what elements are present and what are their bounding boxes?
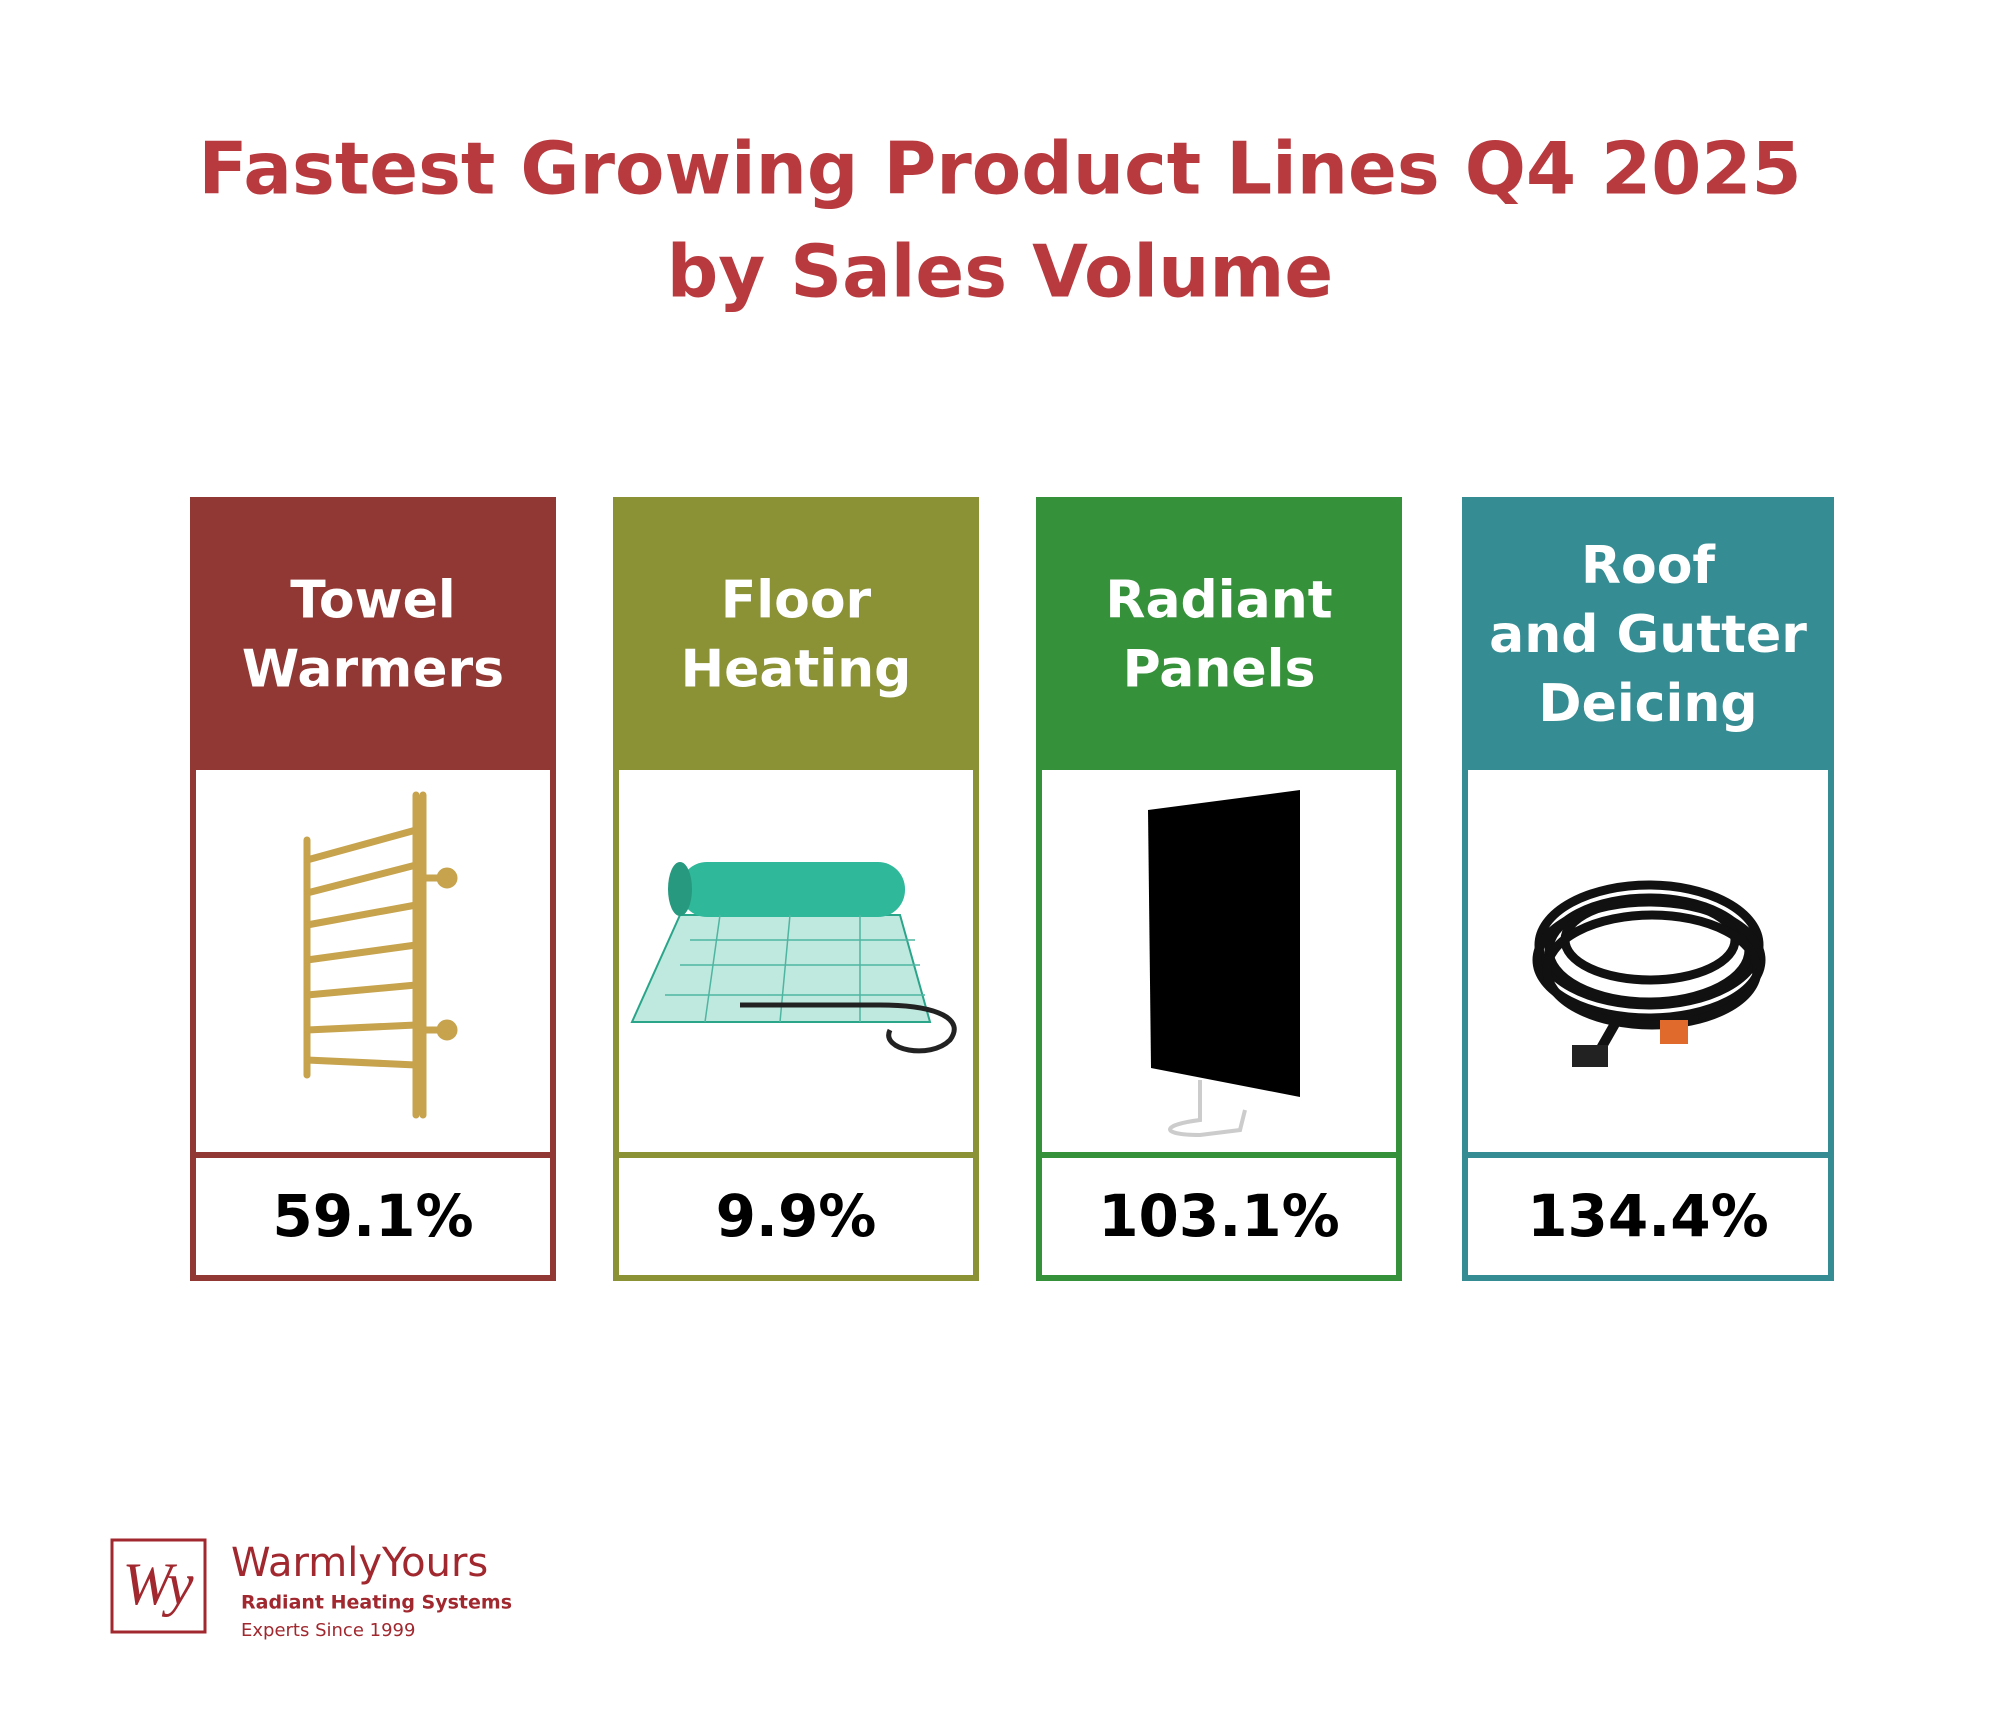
card-title: Deicing	[1538, 674, 1757, 734]
card-header	[613, 500, 979, 770]
logo: Wy WarmlyYours Radiant Heating Systems E…	[110, 1538, 512, 1641]
title-line: Fastest Growing Product Lines Q4 2025	[198, 127, 1801, 211]
card-header	[1462, 500, 1834, 770]
logo-brand: WarmlyYours	[231, 1540, 488, 1586]
card-title: Floor	[721, 571, 872, 631]
floor-heating-icon	[630, 862, 957, 1054]
card-title: Warmers	[242, 640, 504, 700]
card-title: Heating	[681, 640, 912, 700]
title-line: by Sales Volume	[667, 230, 1333, 314]
logo-frame	[110, 1538, 207, 1634]
card-title: and Gutter	[1489, 605, 1807, 665]
card-value: 9.9%	[716, 1182, 877, 1250]
card-value: 134.4%	[1527, 1182, 1769, 1250]
logo-tagline: Radiant Heating Systems	[241, 1592, 512, 1614]
card-title: Radiant	[1105, 571, 1332, 631]
towel-warmer-icon	[303, 791, 458, 1119]
card-header	[1036, 500, 1402, 770]
card-title: Panels	[1123, 640, 1316, 700]
radiant-panel-icon	[1148, 790, 1300, 1138]
card-value: 103.1%	[1098, 1182, 1340, 1250]
card-title: Roof	[1581, 536, 1716, 596]
card-title: Towel	[290, 571, 455, 631]
card-header	[190, 500, 556, 770]
logo-since: Experts Since 1999	[241, 1620, 415, 1641]
deicing-cable-icon	[1532, 880, 1766, 1067]
card-value: 59.1%	[272, 1182, 473, 1250]
logo-mark: Wy	[122, 1551, 193, 1617]
